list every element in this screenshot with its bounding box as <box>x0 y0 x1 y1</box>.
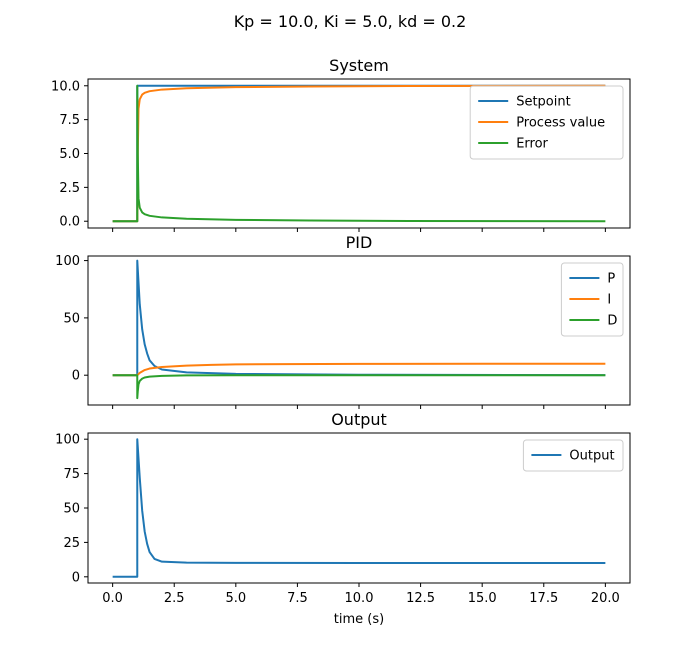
system-legend: Setpoint Process value Error <box>469 85 624 160</box>
output-x-tick-label: 10.0 <box>345 591 374 606</box>
output-x-tick-label: 17.5 <box>529 591 558 606</box>
pid-y-tick-label: 50 <box>63 311 80 326</box>
output-x-tick-label: 5.0 <box>225 591 246 606</box>
system-y-tick-label: 5.0 <box>59 147 80 162</box>
output-x-tick-label: 20.0 <box>591 591 620 606</box>
output-series-group <box>112 438 606 578</box>
output-y-tick-label: 25 <box>63 536 80 551</box>
output-legend-box <box>522 439 624 472</box>
pid-series-i-line <box>112 362 606 377</box>
output-title: Output <box>331 410 387 429</box>
output-axes: Output 0.0 2.5 5.0 7.5 10.0 12.5 15.0 17.5 20.0 0 2… <box>55 410 631 606</box>
pid-y-tick-label: 0 <box>72 369 80 384</box>
output-x-tick-label: 7.5 <box>287 591 308 606</box>
pid-legend-label-p: P <box>607 272 615 287</box>
pid-y-tick-label: 100 <box>55 254 80 269</box>
system-y-tick-label: 7.5 <box>59 113 80 128</box>
system-series-error-line <box>112 84 606 223</box>
output-x-tick-label: 2.5 <box>164 591 185 606</box>
output-y-tick-label: 100 <box>55 433 80 448</box>
output-y-tick-label: 75 <box>63 467 80 482</box>
pid-axes-frame <box>87 255 631 406</box>
output-legend: Output <box>522 439 624 472</box>
system-series-group <box>112 84 606 223</box>
system-y-tick-label: 10.0 <box>51 79 80 94</box>
output-x-tick-label: 0.0 <box>102 591 123 606</box>
system-legend-label-setpoint: Setpoint <box>516 95 571 110</box>
pid-legend-label-i: I <box>607 293 611 308</box>
system-legend-label-process-value: Process value <box>516 116 605 131</box>
system-legend-label-error: Error <box>516 137 548 152</box>
pid-legend: PID <box>560 262 624 337</box>
output-x-tick-label: 12.5 <box>406 591 435 606</box>
output-y-tick-label: 50 <box>63 502 80 517</box>
output-x-tick-label: 15.0 <box>468 591 497 606</box>
system-title: System <box>329 56 389 75</box>
pid-series-group <box>112 259 606 400</box>
system-axes: System 0.0 2.5 5.0 7.5 10.0 Setpoint Process va… <box>51 56 631 232</box>
pid-legend-label-d: D <box>607 314 617 329</box>
output-series-output-line <box>112 438 606 578</box>
pid-title: PID <box>346 233 373 252</box>
pid-series-p-line <box>112 259 606 377</box>
x-axis-label: time (s) <box>334 612 384 627</box>
pid-axes: PID 0 50 100 PID <box>55 233 631 409</box>
output-y-tick-label: 0 <box>72 570 80 585</box>
figure-suptitle: Kp = 10.0, Ki = 5.0, kd = 0.2 <box>234 12 467 31</box>
system-legend-box <box>469 85 624 160</box>
output-legend-label-output: Output <box>569 449 614 464</box>
system-y-tick-label: 2.5 <box>59 181 80 196</box>
pid-series-d-line <box>112 374 606 400</box>
system-y-tick-label: 0.0 <box>59 215 80 230</box>
